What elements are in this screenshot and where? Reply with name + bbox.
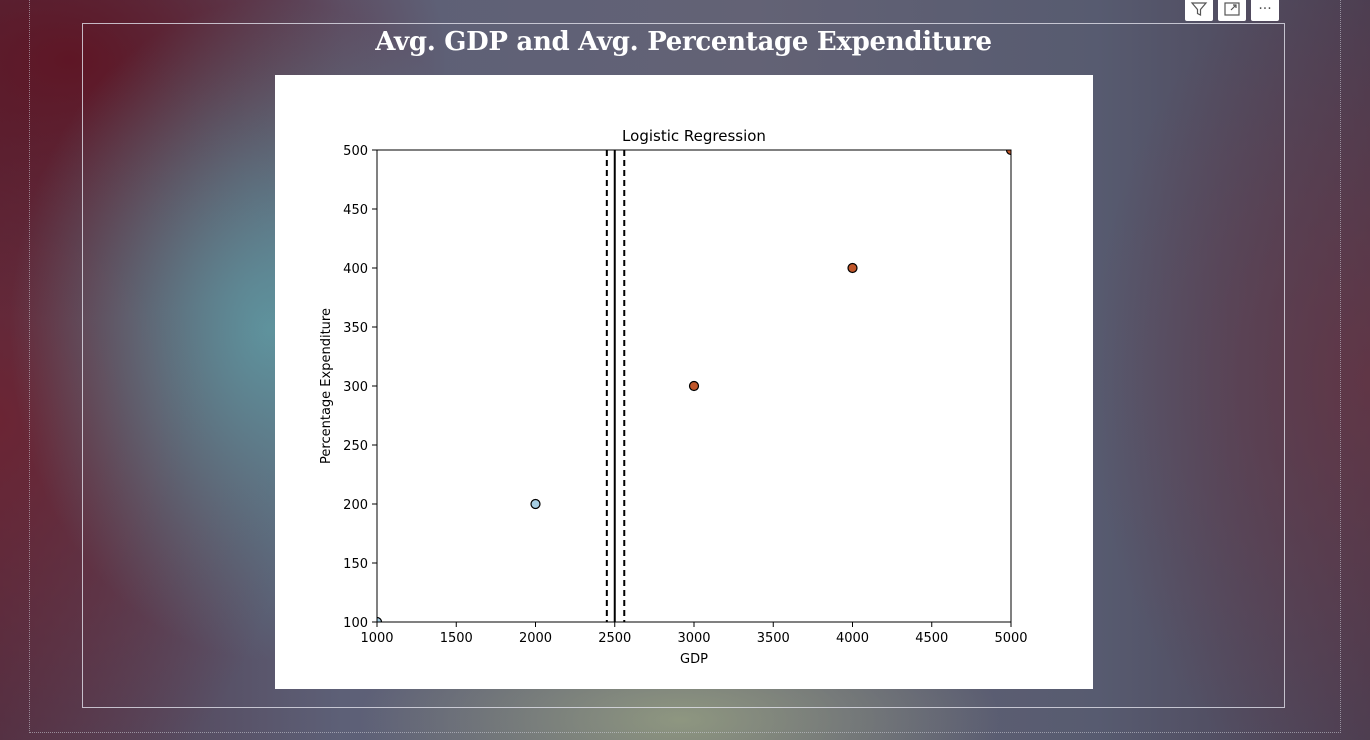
- x-tick-label: 2000: [519, 631, 552, 646]
- scatter-point: [1005, 150, 1011, 156]
- x-tick-label: 1000: [360, 631, 393, 646]
- more-options-button[interactable]: ···: [1251, 0, 1279, 21]
- more-options-icon: ···: [1258, 1, 1272, 17]
- scatter-point: [377, 616, 383, 622]
- x-tick-label: 5000: [994, 631, 1027, 646]
- visual-title: Avg. GDP and Avg. Percentage Expenditure: [375, 27, 992, 57]
- chart-title: Logistic Regression: [622, 127, 766, 145]
- scatter-point: [688, 380, 700, 392]
- report-canvas-border: [29, 0, 1341, 733]
- x-tick-label: 3500: [757, 631, 790, 646]
- y-tick-label: 500: [343, 144, 368, 159]
- filter-button[interactable]: [1185, 0, 1213, 21]
- y-tick-label: 150: [343, 557, 368, 572]
- scatter-point: [847, 262, 858, 274]
- points-group: [377, 150, 1011, 622]
- scatter-point: [530, 498, 541, 510]
- scatter-chart: Logistic Regression GDP Percentage Expen…: [319, 127, 1028, 667]
- visual-header-toolbar: ···: [1185, 0, 1279, 21]
- chart-image: Logistic Regression GDP Percentage Expen…: [275, 75, 1093, 689]
- focus-mode-icon: [1223, 0, 1241, 18]
- axes-frame: [376, 149, 1012, 623]
- x-tick-label: 4000: [836, 631, 869, 646]
- y-tick-label: 300: [343, 380, 368, 395]
- y-tick-label: 450: [343, 203, 368, 218]
- x-tick-label: 4500: [915, 631, 948, 646]
- x-tick-label: 2500: [598, 631, 631, 646]
- y-tick-label: 350: [343, 321, 368, 336]
- y-tick-label: 200: [343, 498, 368, 513]
- x-axis-label: GDP: [680, 652, 708, 667]
- x-tick-label: 3000: [677, 631, 710, 646]
- visual-container[interactable]: [82, 23, 1285, 708]
- x-tick-label: 1500: [440, 631, 473, 646]
- y-tick-label: 400: [343, 262, 368, 277]
- focus-mode-button[interactable]: [1218, 0, 1246, 21]
- y-axis-label: Percentage Expenditure: [319, 308, 334, 464]
- filter-icon: [1190, 0, 1208, 18]
- y-tick-label: 250: [343, 439, 368, 454]
- y-tick-label: 100: [343, 616, 368, 631]
